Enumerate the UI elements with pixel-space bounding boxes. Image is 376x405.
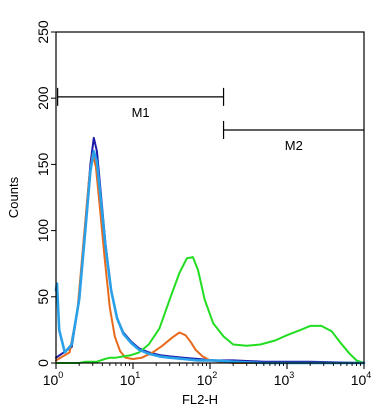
x-tick-label-1: 101: [120, 370, 141, 388]
marker-label-m1: M1: [132, 105, 150, 120]
marker-label-m2: M2: [285, 138, 303, 153]
x-tick-label-2: 102: [197, 370, 218, 388]
series-layer: [54, 136, 366, 365]
x-tick-label-3: 103: [274, 370, 295, 388]
y-tick-label-250: 250: [35, 20, 51, 44]
ticks-layer: 0 50 100 150 200 250 100 101 102 103 104: [35, 20, 371, 388]
series-line-2: [55, 152, 365, 364]
x-tick-label-0: 100: [43, 370, 64, 388]
y-tick-label-0: 0: [35, 359, 51, 367]
x-axis-label: FL2-H: [182, 392, 218, 405]
y-tick-label-150: 150: [35, 153, 51, 177]
y-tick-label-50: 50: [35, 289, 51, 305]
marker-layer: M1 M2: [57, 87, 364, 153]
y-tick-label-100: 100: [35, 219, 51, 243]
y-tick-label-200: 200: [35, 86, 51, 110]
y-axis-label: Counts: [6, 176, 21, 218]
series-line-3: [55, 256, 365, 364]
series-line-1: [55, 136, 365, 364]
series-line-4: [54, 149, 366, 365]
x-tick-label-4: 104: [351, 370, 372, 388]
